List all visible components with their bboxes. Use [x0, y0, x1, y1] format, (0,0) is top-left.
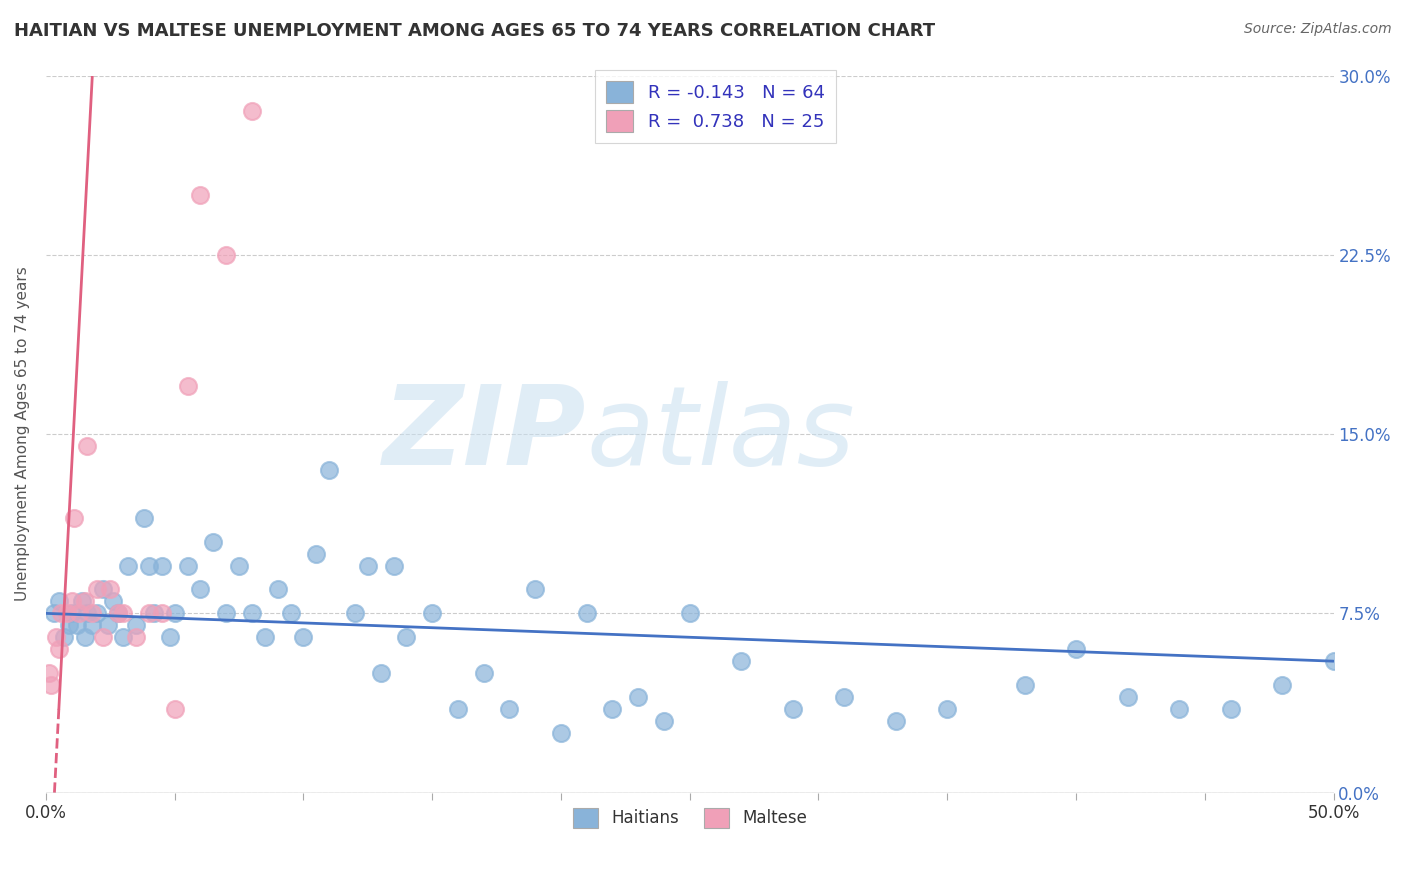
- Text: Source: ZipAtlas.com: Source: ZipAtlas.com: [1244, 22, 1392, 37]
- Point: [82, 618, 104, 632]
- Point: [86, 582, 108, 597]
- Point: [55, 607, 77, 621]
- Point: [138, 607, 160, 621]
- Point: [86, 607, 108, 621]
- Point: [69, 607, 91, 621]
- Point: [627, 690, 650, 704]
- Point: [73, 630, 96, 644]
- Point: [76, 607, 98, 621]
- Point: [550, 726, 572, 740]
- Point: [125, 630, 148, 644]
- Point: [382, 558, 405, 573]
- Point: [602, 702, 624, 716]
- Point: [51, 607, 73, 621]
- Point: [1116, 690, 1139, 704]
- Point: [112, 630, 135, 644]
- Point: [53, 630, 76, 644]
- Point: [73, 594, 96, 608]
- Point: [112, 607, 135, 621]
- Point: [63, 510, 86, 524]
- Point: [132, 510, 155, 524]
- Point: [125, 618, 148, 632]
- Text: ZIP: ZIP: [384, 381, 586, 488]
- Point: [318, 463, 340, 477]
- Point: [91, 630, 114, 644]
- Text: HAITIAN VS MALTESE UNEMPLOYMENT AMONG AGES 65 TO 74 YEARS CORRELATION CHART: HAITIAN VS MALTESE UNEMPLOYMENT AMONG AG…: [14, 22, 935, 40]
- Point: [202, 534, 225, 549]
- Point: [395, 630, 418, 644]
- Point: [190, 188, 212, 202]
- Point: [150, 558, 173, 573]
- Point: [240, 607, 263, 621]
- Text: atlas: atlas: [586, 381, 855, 488]
- Point: [215, 607, 238, 621]
- Point: [58, 618, 80, 632]
- Point: [101, 594, 124, 608]
- Point: [60, 607, 83, 621]
- Point: [138, 558, 160, 573]
- Point: [1219, 702, 1241, 716]
- Point: [60, 594, 83, 608]
- Point: [215, 248, 238, 262]
- Point: [42, 607, 65, 621]
- Point: [884, 714, 907, 728]
- Point: [159, 630, 181, 644]
- Point: [832, 690, 855, 704]
- Point: [176, 379, 198, 393]
- Point: [267, 582, 290, 597]
- Point: [1168, 702, 1191, 716]
- Point: [39, 678, 62, 692]
- Point: [253, 630, 276, 644]
- Point: [143, 607, 166, 621]
- Point: [1014, 678, 1036, 692]
- Point: [150, 607, 173, 621]
- Point: [48, 642, 70, 657]
- Point: [117, 558, 139, 573]
- Point: [76, 439, 98, 453]
- Point: [228, 558, 250, 573]
- Point: [240, 104, 263, 119]
- Point: [370, 666, 392, 681]
- Point: [782, 702, 804, 716]
- Point: [66, 618, 89, 632]
- Point: [190, 582, 212, 597]
- Point: [652, 714, 675, 728]
- Point: [82, 607, 104, 621]
- Point: [305, 547, 328, 561]
- Point: [48, 594, 70, 608]
- Point: [730, 654, 752, 668]
- Point: [280, 607, 302, 621]
- Point: [292, 630, 315, 644]
- Point: [420, 607, 443, 621]
- Point: [45, 630, 67, 644]
- Point: [357, 558, 380, 573]
- Point: [524, 582, 547, 597]
- Point: [107, 607, 129, 621]
- Point: [1322, 654, 1344, 668]
- Point: [98, 582, 121, 597]
- Point: [1064, 642, 1087, 657]
- Point: [97, 618, 120, 632]
- Point: [163, 607, 186, 621]
- Point: [936, 702, 959, 716]
- Legend: Haitians, Maltese: Haitians, Maltese: [567, 801, 814, 835]
- Point: [70, 594, 93, 608]
- Point: [472, 666, 495, 681]
- Point: [343, 607, 366, 621]
- Point: [1271, 678, 1294, 692]
- Point: [447, 702, 470, 716]
- Point: [107, 607, 129, 621]
- Point: [498, 702, 520, 716]
- Point: [91, 582, 114, 597]
- Point: [176, 558, 198, 573]
- Point: [163, 702, 186, 716]
- Y-axis label: Unemployment Among Ages 65 to 74 years: Unemployment Among Ages 65 to 74 years: [15, 267, 30, 601]
- Point: [38, 666, 60, 681]
- Point: [575, 607, 598, 621]
- Point: [679, 607, 702, 621]
